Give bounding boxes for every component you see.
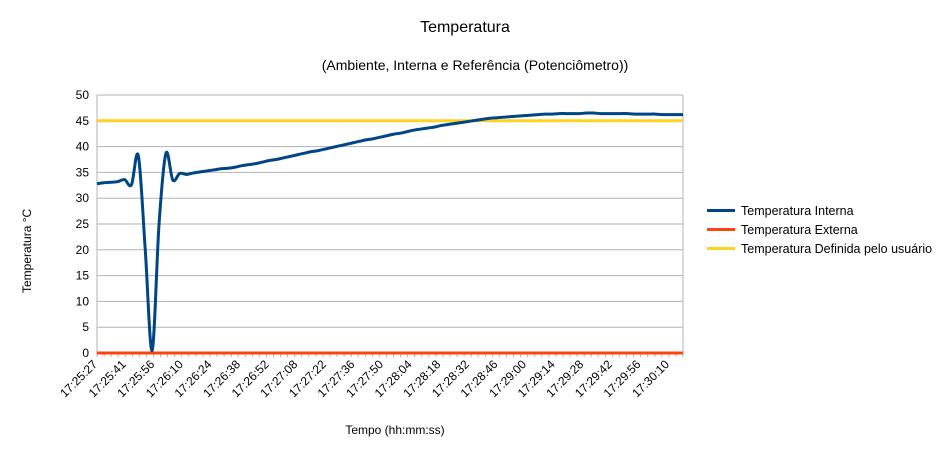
legend-label: Temperatura Interna bbox=[741, 203, 854, 218]
y-axis-label: Temperatura °C bbox=[20, 208, 34, 293]
x-tick-labels: 17:25:2717:25:4117:25:5617:26:1017:26:24… bbox=[57, 353, 684, 400]
y-tick-label: 10 bbox=[76, 294, 90, 308]
legend: Temperatura Interna Temperatura Externa … bbox=[707, 201, 932, 258]
chart-subtitle: (Ambiente, Interna e Referência (Potenci… bbox=[321, 57, 629, 73]
y-tick-label: 35 bbox=[76, 165, 90, 179]
legend-item-definida: Temperatura Definida pelo usuário bbox=[707, 239, 932, 258]
y-tick-label: 0 bbox=[82, 346, 89, 360]
series-line-0 bbox=[96, 111, 683, 352]
legend-swatch bbox=[707, 247, 735, 250]
legend-item-externa: Temperatura Externa bbox=[707, 220, 932, 239]
y-tick-label: 25 bbox=[76, 217, 90, 231]
legend-item-interna: Temperatura Interna bbox=[707, 201, 932, 220]
y-tick-label: 20 bbox=[76, 243, 90, 257]
legend-swatch bbox=[707, 228, 735, 231]
y-tick-label: 50 bbox=[76, 88, 90, 102]
x-axis-label: Tempo (hh:mm:ss) bbox=[345, 423, 445, 437]
legend-swatch bbox=[707, 209, 735, 212]
y-tick-label: 5 bbox=[82, 320, 89, 334]
y-tick-label: 45 bbox=[76, 114, 90, 128]
legend-label: Temperatura Externa bbox=[741, 222, 858, 237]
chart-title: Temperatura bbox=[420, 19, 510, 36]
y-tick-label: 15 bbox=[76, 269, 90, 283]
series-lines bbox=[96, 111, 683, 355]
legend-label: Temperatura Definida pelo usuário bbox=[741, 241, 933, 256]
y-tick-label: 40 bbox=[76, 140, 90, 154]
y-tick-labels: 0 5 10 15 20 25 30 35 40 45 50 bbox=[76, 88, 90, 360]
y-tick-label: 30 bbox=[76, 191, 90, 205]
